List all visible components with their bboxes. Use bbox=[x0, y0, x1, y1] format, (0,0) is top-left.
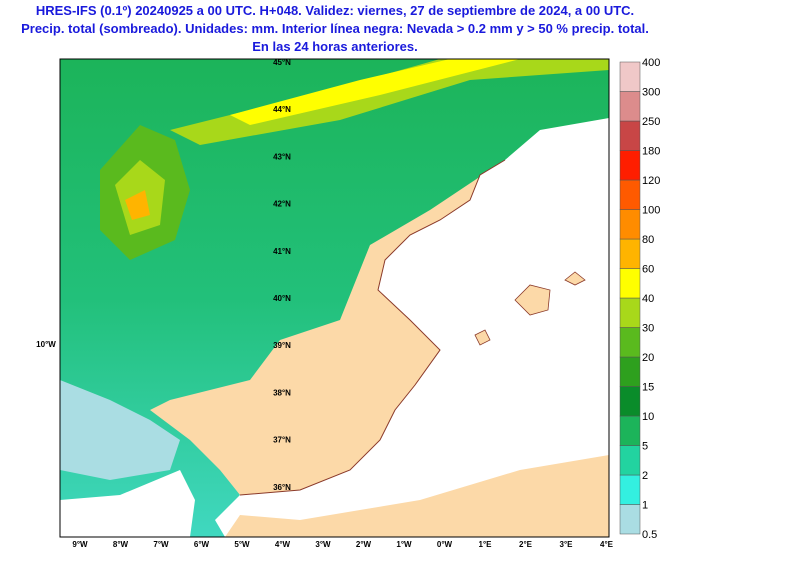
colorbar-swatch bbox=[619, 474, 641, 505]
latitude-label: 37°N bbox=[273, 436, 291, 445]
latitude-label: 45°N bbox=[273, 58, 291, 67]
colorbar-swatch bbox=[619, 120, 641, 151]
longitude-label: 9°W bbox=[72, 540, 88, 549]
latitude-label: 36°N bbox=[273, 483, 291, 492]
latitude-label: 42°N bbox=[273, 200, 291, 209]
longitude-label: 3°W bbox=[315, 540, 331, 549]
longitude-label: 3°E bbox=[560, 540, 574, 549]
title-line: Precip. total (sombreado). Unidades: mm.… bbox=[21, 21, 649, 36]
colorbar-swatch bbox=[619, 386, 641, 417]
map-area bbox=[60, 59, 609, 537]
colorbar-label: 10 bbox=[642, 411, 654, 423]
longitude-label: 6°W bbox=[194, 540, 210, 549]
longitude-label: 4°E bbox=[600, 540, 614, 549]
colorbar-swatch bbox=[619, 445, 641, 476]
colorbar-swatch bbox=[619, 327, 641, 358]
colorbar-label: 180 bbox=[642, 146, 660, 158]
latitude-label: 41°N bbox=[273, 247, 291, 256]
colorbar-label: 400 bbox=[642, 57, 660, 69]
colorbar-label: 0.5 bbox=[642, 529, 657, 541]
colorbar-swatch bbox=[619, 179, 641, 210]
colorbar: 0.5 1 2 5 10 15 20 30 40 60 80 100 120 180 250 300 400 bbox=[619, 57, 660, 541]
longitude-label: 8°W bbox=[113, 540, 129, 549]
colorbar-label: 20 bbox=[642, 352, 654, 364]
latitude-label: 39°N bbox=[273, 341, 291, 350]
colorbar-swatch bbox=[619, 504, 641, 535]
colorbar-swatch bbox=[619, 209, 641, 240]
latitude-label: 40°N bbox=[273, 294, 291, 303]
colorbar-label: 120 bbox=[642, 175, 660, 187]
colorbar-label: 40 bbox=[642, 293, 654, 305]
colorbar-swatch bbox=[619, 297, 641, 328]
colorbar-label: 80 bbox=[642, 234, 654, 246]
latitude-label: 43°N bbox=[273, 152, 291, 161]
colorbar-label: 15 bbox=[642, 382, 654, 394]
colorbar-label: 2 bbox=[642, 470, 648, 482]
longitude-label: 7°W bbox=[153, 540, 169, 549]
colorbar-swatch bbox=[619, 61, 641, 92]
colorbar-swatch bbox=[619, 91, 641, 122]
longitude-label: 1°W bbox=[396, 540, 412, 549]
longitude-label: 4°W bbox=[275, 540, 291, 549]
colorbar-label: 250 bbox=[642, 116, 660, 128]
latitude-label: 44°N bbox=[273, 105, 291, 114]
longitude-label: 2°W bbox=[356, 540, 372, 549]
colorbar-label: 60 bbox=[642, 264, 654, 276]
colorbar-swatch bbox=[619, 356, 641, 387]
latitude-label: 38°N bbox=[273, 388, 291, 397]
title-line: HRES-IFS (0.1º) 20240925 a 00 UTC. H+048… bbox=[35, 3, 635, 18]
longitude-label: 1°E bbox=[479, 540, 493, 549]
colorbar-swatch bbox=[619, 238, 641, 269]
longitude-label: 0°W bbox=[437, 540, 453, 549]
colorbar-label: 1 bbox=[642, 500, 648, 512]
colorbar-label: 100 bbox=[642, 205, 660, 217]
colorbar-label: 5 bbox=[642, 441, 648, 453]
colorbar-label: 30 bbox=[642, 323, 654, 335]
colorbar-swatch bbox=[619, 150, 641, 181]
colorbar-swatch bbox=[619, 415, 641, 446]
longitude-label: 5°W bbox=[234, 540, 250, 549]
longitude-label: 2°E bbox=[519, 540, 533, 549]
title-line: En las 24 horas anteriores. bbox=[252, 39, 418, 54]
colorbar-swatch bbox=[619, 268, 641, 299]
colorbar-label: 300 bbox=[642, 87, 660, 99]
longitude-label: 10°W bbox=[36, 340, 56, 349]
